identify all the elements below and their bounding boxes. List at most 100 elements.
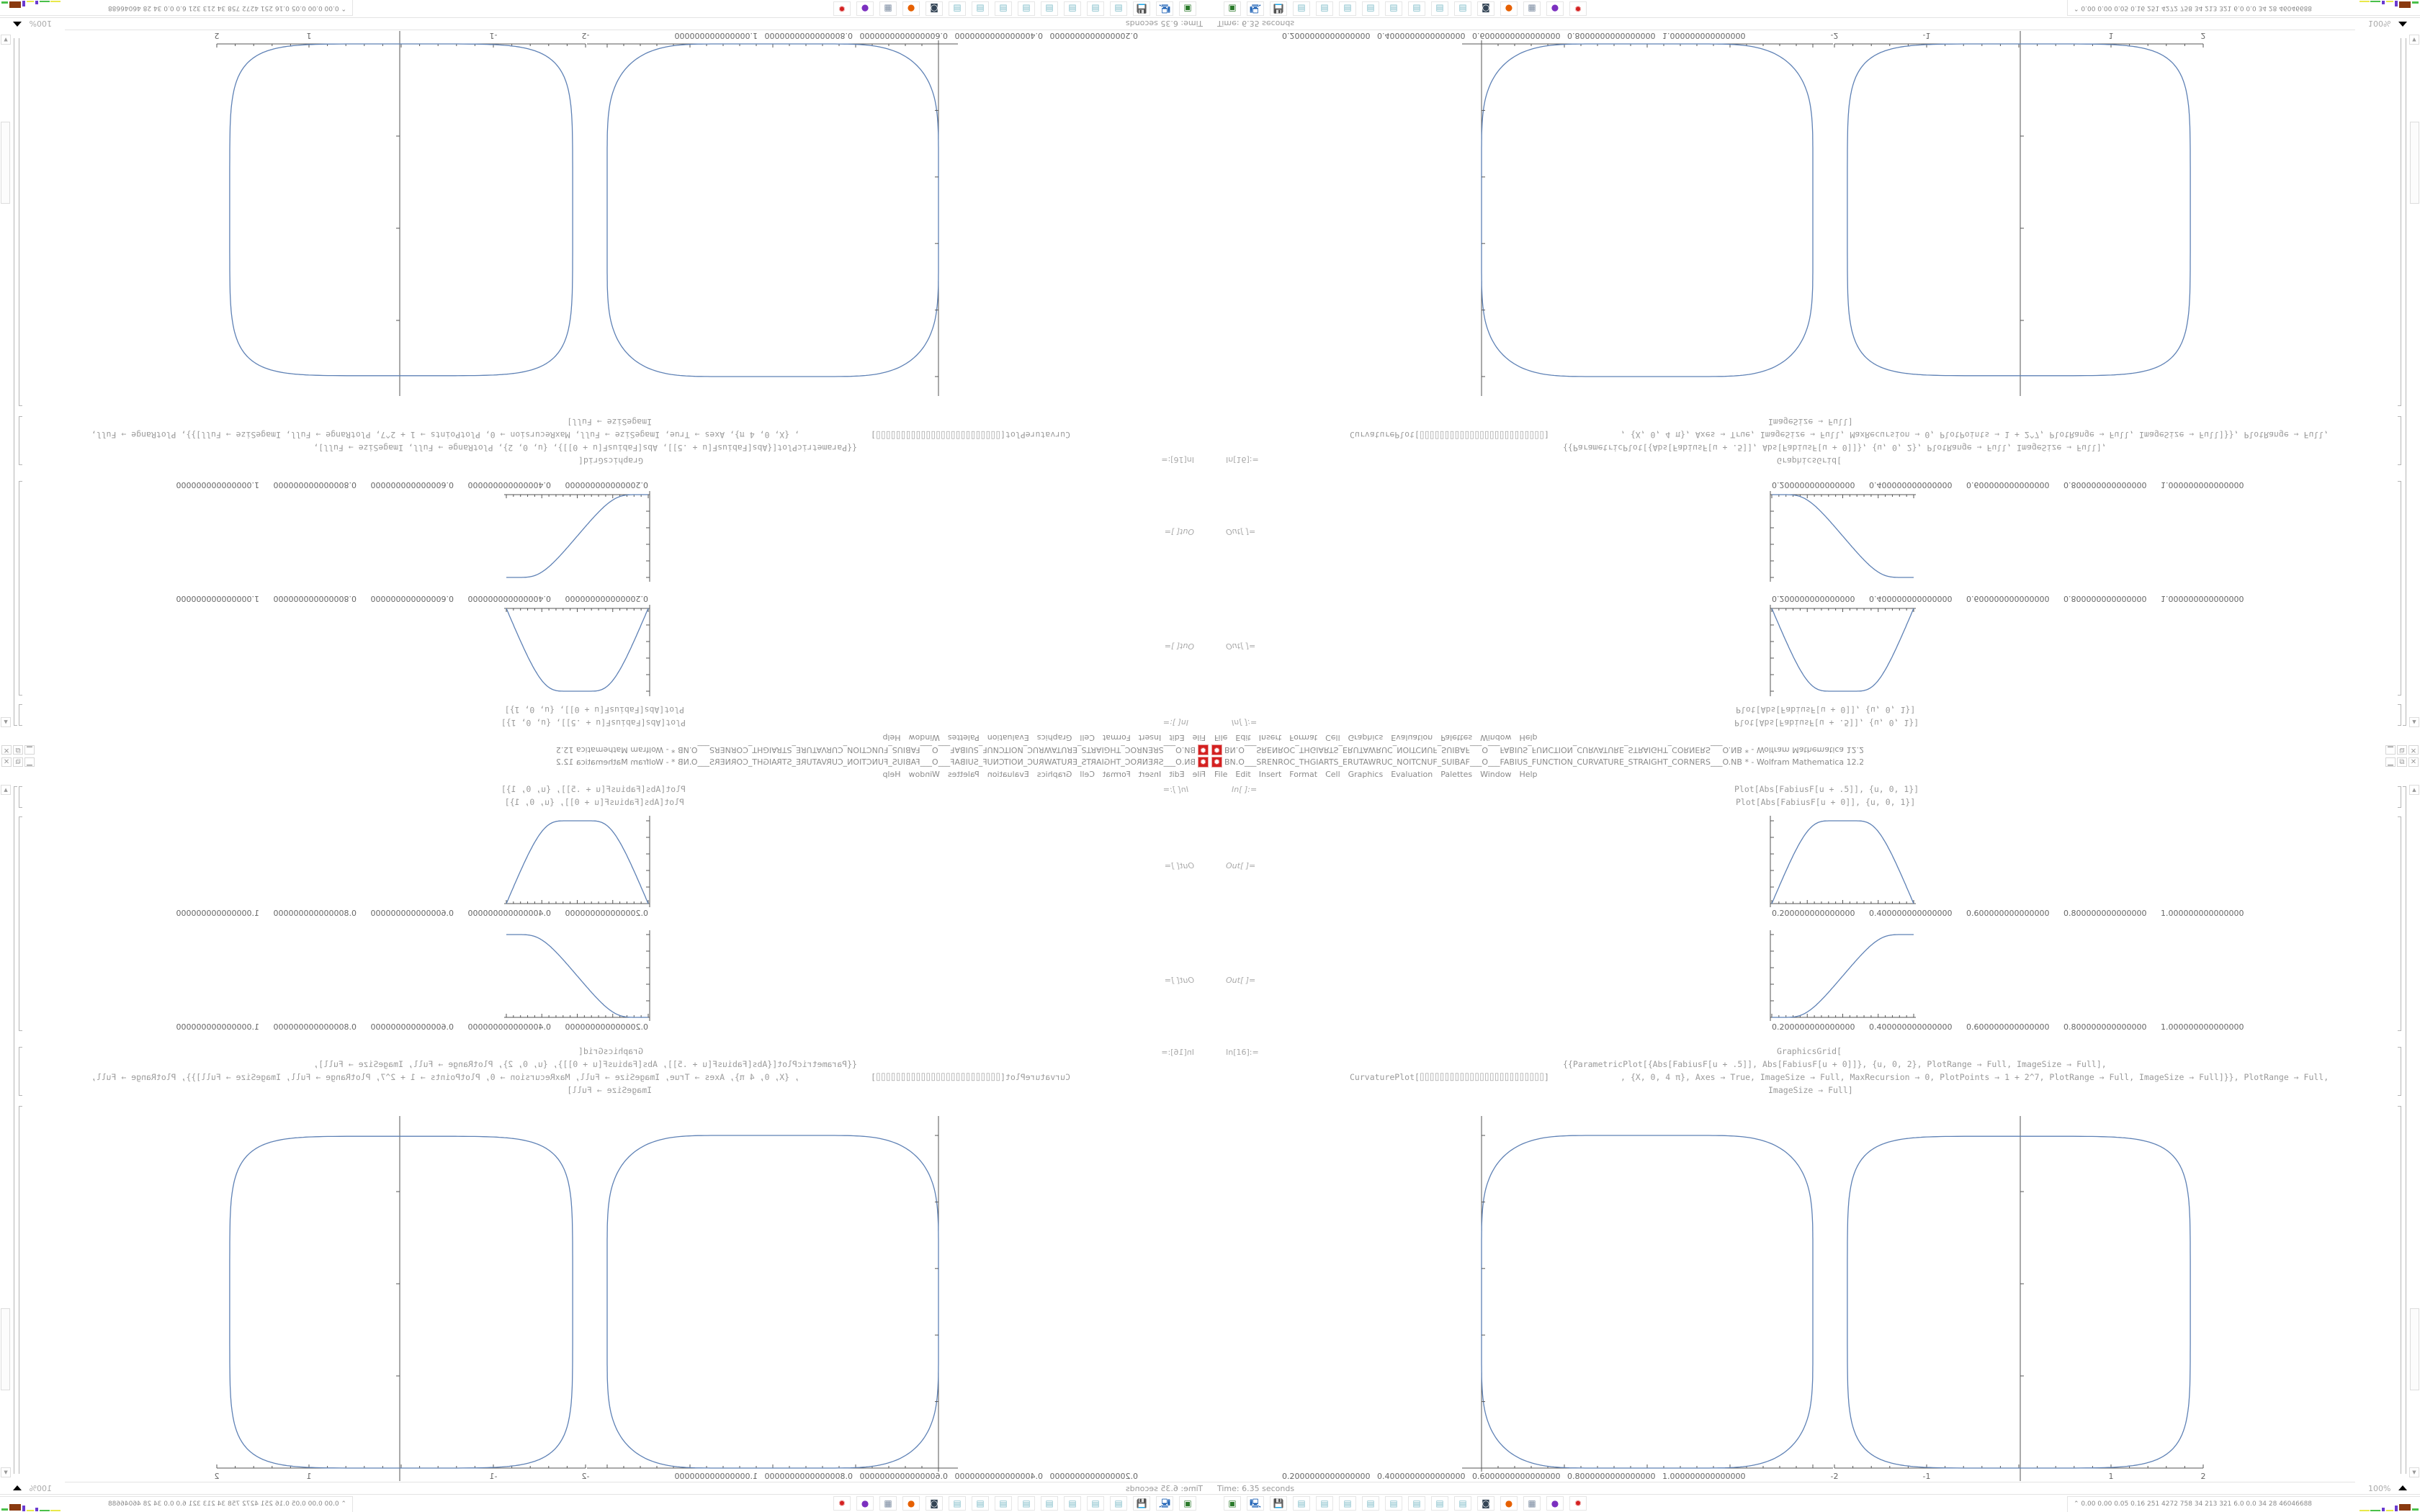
group-bracket[interactable]	[2403, 786, 2406, 1474]
scroll-down-icon[interactable]: ▼	[1, 1467, 11, 1477]
notepad-icon[interactable]: ▤	[972, 1496, 989, 1511]
notepad-icon[interactable]: ▤	[1385, 1496, 1402, 1511]
group-bracket[interactable]	[2403, 38, 2406, 726]
firefox-icon[interactable]: ●	[902, 1496, 920, 1511]
notepad-icon[interactable]: ▤	[1110, 1, 1127, 16]
notepad-icon[interactable]: ▤	[1454, 1496, 1471, 1511]
menu-edit[interactable]: Edit	[1235, 770, 1251, 779]
notepad-icon[interactable]: ▤	[1431, 1, 1448, 16]
computer-icon[interactable]: 🖳	[1156, 1496, 1173, 1511]
firefox-icon[interactable]: ●	[902, 1, 920, 16]
webcam-icon[interactable]: ◙	[926, 1, 943, 16]
notepad-icon[interactable]: ▤	[995, 1, 1012, 16]
notepad-icon[interactable]: ▤	[1362, 1496, 1379, 1511]
zoom-level[interactable]: 100%	[2368, 1484, 2391, 1493]
discord-like-icon[interactable]: ●	[1546, 1496, 1564, 1511]
zoom-menu-icon[interactable]	[13, 1485, 22, 1490]
scroll-up-icon[interactable]: ▲	[1, 717, 11, 727]
cell-bracket[interactable]	[2398, 38, 2401, 406]
vertical-scrollbar[interactable]: ▲ ▼	[2409, 785, 2419, 1477]
notepad-icon[interactable]: ▤	[972, 1, 989, 16]
floppy-64-icon[interactable]: 💾	[1270, 1496, 1287, 1511]
scroll-thumb[interactable]	[2410, 122, 2419, 204]
notepad-icon[interactable]: ▤	[1385, 1, 1402, 16]
close-button[interactable]: ✕	[2408, 757, 2419, 767]
cell-bracket[interactable]	[19, 786, 22, 808]
grid-code-line[interactable]: CurvaturePlot[⌷⌷⌷⌷⌷⌷⌷⌷⌷⌷⌷⌷⌷⌷⌷⌷⌷⌷⌷⌷⌷⌷⌷⌷⌷]	[1350, 1072, 1549, 1082]
menu-help[interactable]: Help	[1519, 770, 1538, 779]
scroll-thumb[interactable]	[1, 122, 10, 204]
computer-icon[interactable]: 🖳	[1247, 1, 1264, 16]
mathematica-icon[interactable]: ✹	[833, 1496, 851, 1511]
firefox-icon[interactable]: ●	[1500, 1496, 1518, 1511]
grid-code-line[interactable]: ImageSize → Full]	[1768, 1085, 1853, 1095]
notepad-icon[interactable]: ▤	[1293, 1496, 1310, 1511]
zoom-level[interactable]: 100%	[2368, 19, 2391, 28]
notepad-icon[interactable]: ▤	[1293, 1, 1310, 16]
discord-like-icon[interactable]: ●	[856, 1496, 874, 1511]
notepad-icon[interactable]: ▤	[1362, 1, 1379, 16]
floppy-64-icon[interactable]: 💾	[1133, 1496, 1150, 1511]
menu-graphics[interactable]: Graphics	[1348, 770, 1384, 779]
notepad-icon[interactable]: ▤	[1431, 1496, 1448, 1511]
cell-bracket[interactable]	[19, 416, 22, 465]
scroll-up-icon[interactable]: ▲	[2409, 717, 2419, 727]
notepad-icon[interactable]: ▤	[1018, 1496, 1035, 1511]
scroll-thumb[interactable]	[1, 1308, 10, 1390]
cell-bracket[interactable]	[19, 38, 22, 406]
notepad-icon[interactable]: ▤	[1408, 1496, 1425, 1511]
notepad-icon[interactable]: ▤	[1316, 1496, 1333, 1511]
vertical-scrollbar[interactable]: ▲ ▼	[2409, 35, 2419, 727]
notepad-icon[interactable]: ▤	[1454, 1, 1471, 16]
cell-bracket[interactable]	[19, 704, 22, 726]
scroll-up-icon[interactable]: ▲	[2409, 785, 2419, 795]
webcam-icon[interactable]: ◙	[926, 1496, 943, 1511]
cell-bracket[interactable]	[2398, 481, 2401, 696]
notepad-icon[interactable]: ▤	[1110, 1496, 1127, 1511]
menu-window[interactable]: Window	[1480, 770, 1512, 779]
mathematica-icon[interactable]: ✹	[1569, 1496, 1587, 1511]
cell-bracket[interactable]	[2398, 704, 2401, 726]
mathematica-icon[interactable]: ✹	[1569, 1, 1587, 16]
notepad-icon[interactable]: ▤	[1018, 1, 1035, 16]
vertical-scrollbar[interactable]: ▲ ▼	[1, 35, 11, 727]
webcam-icon[interactable]: ◙	[1477, 1496, 1494, 1511]
cell-bracket[interactable]	[19, 1106, 22, 1474]
notepad-icon[interactable]: ▤	[949, 1496, 966, 1511]
cell-bracket[interactable]	[2398, 1106, 2401, 1474]
menu-palettes[interactable]: Palettes	[1440, 770, 1473, 779]
cell-bracket[interactable]	[19, 481, 22, 696]
cell-bracket[interactable]	[2398, 816, 2401, 1031]
cell-bracket[interactable]	[2398, 416, 2401, 465]
notepad-icon[interactable]: ▤	[1087, 1, 1104, 16]
zoom-menu-icon[interactable]	[13, 22, 22, 27]
zoom-level[interactable]: 100%	[29, 1484, 52, 1493]
scroll-down-icon[interactable]: ▼	[2409, 35, 2419, 45]
minimize-button[interactable]: ▁	[2385, 757, 2396, 767]
zoom-level[interactable]: 100%	[29, 19, 52, 28]
computer-icon[interactable]: 🖳	[1156, 1, 1173, 16]
grid-code-line[interactable]: {{ParametricPlot[{Abs[FabiusF[u + .5]], …	[1563, 1059, 2107, 1069]
vertical-scrollbar[interactable]: ▲ ▼	[1, 785, 11, 1477]
document-scanner-icon[interactable]: ▦	[1523, 1496, 1541, 1511]
zoom-menu-icon[interactable]	[2398, 22, 2407, 27]
notepad-icon[interactable]: ▤	[949, 1, 966, 16]
notepad-icon[interactable]: ▤	[1316, 1, 1333, 16]
scroll-down-icon[interactable]: ▼	[2409, 1467, 2419, 1477]
menu-evaluation[interactable]: Evaluation	[1391, 770, 1433, 779]
grid-code-line[interactable]: , {X, 0, 4 π}, Axes → True, ImageSize → …	[1621, 1072, 2329, 1082]
document-scanner-icon[interactable]: ▦	[879, 1496, 897, 1511]
document-scanner-icon[interactable]: ▦	[879, 1, 897, 16]
notepad-icon[interactable]: ▤	[1339, 1, 1356, 16]
group-bracket[interactable]	[14, 38, 17, 726]
cell-bracket[interactable]	[2398, 786, 2401, 808]
cell-bracket[interactable]	[19, 816, 22, 1031]
terminal-app-icon[interactable]: ▣	[1179, 1496, 1196, 1511]
notepad-icon[interactable]: ▤	[1087, 1496, 1104, 1511]
menu-file[interactable]: File	[1214, 770, 1228, 779]
scroll-thumb[interactable]	[2410, 1308, 2419, 1390]
restore-button[interactable]: ⧉	[2397, 757, 2407, 767]
notepad-icon[interactable]: ▤	[1064, 1496, 1081, 1511]
notepad-icon[interactable]: ▤	[1041, 1496, 1058, 1511]
firefox-icon[interactable]: ●	[1500, 1, 1518, 16]
